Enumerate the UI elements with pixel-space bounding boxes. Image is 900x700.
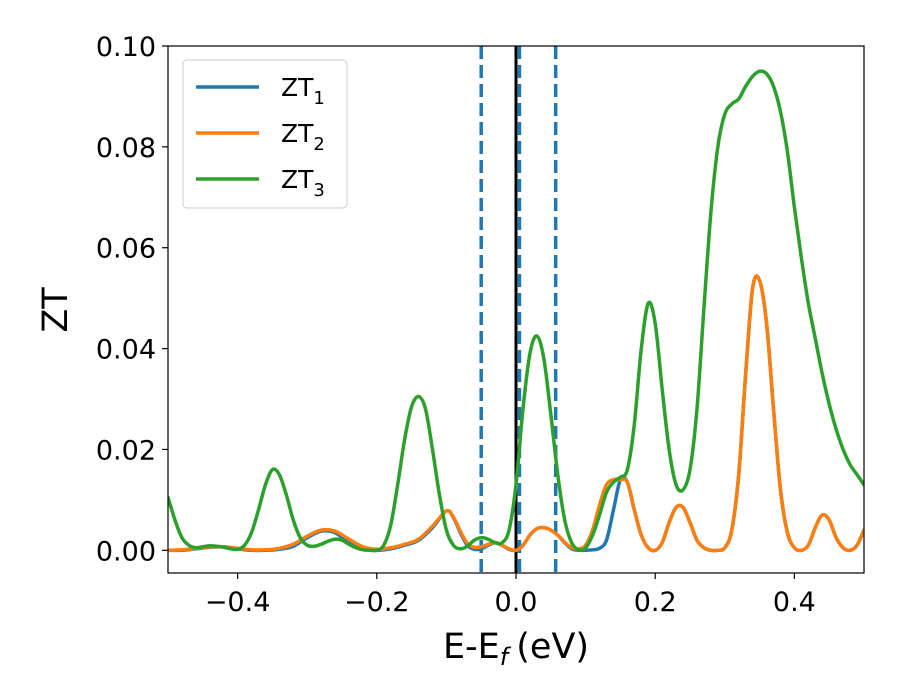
series-lines [168,69,864,553]
series-line-zt3 [168,69,864,553]
x-tick-label: −0.2 [344,587,410,618]
y-tick-label: 0.04 [96,335,156,366]
x-tick-label: 0.2 [634,587,677,618]
x-tick-label: 0.0 [495,587,538,618]
legend-label-zt2: ZT2 [281,119,325,155]
legend: ZT1 ZT2 ZT3 [182,59,348,209]
legend-entries: ZT1 ZT2 ZT3 [196,73,325,201]
y-tick-label: 0.06 [96,234,156,265]
legend-label-zt1: ZT1 [281,73,325,109]
y-tick-label: 0.08 [96,133,156,164]
legend-box [182,59,348,209]
x-axis-ticks: −0.4 −0.2 0.0 0.2 0.4 [205,573,816,618]
y-axis-label: ZT [36,287,76,333]
x-tick-label: −0.4 [205,587,271,618]
y-tick-label: 0.10 [96,32,156,63]
y-tick-label: 0.02 [96,435,156,466]
x-axis-label-main: E-E [443,627,500,667]
x-axis-label-unit: (eV) [516,627,589,667]
x-tick-label: 0.4 [773,587,816,618]
y-tick-label: 0.00 [96,536,156,567]
legend-label-zt3: ZT3 [281,165,325,201]
y-axis-ticks: 0.00 0.02 0.04 0.06 0.08 0.10 [96,32,168,567]
x-axis-label: E-Ef (eV) [443,627,589,671]
